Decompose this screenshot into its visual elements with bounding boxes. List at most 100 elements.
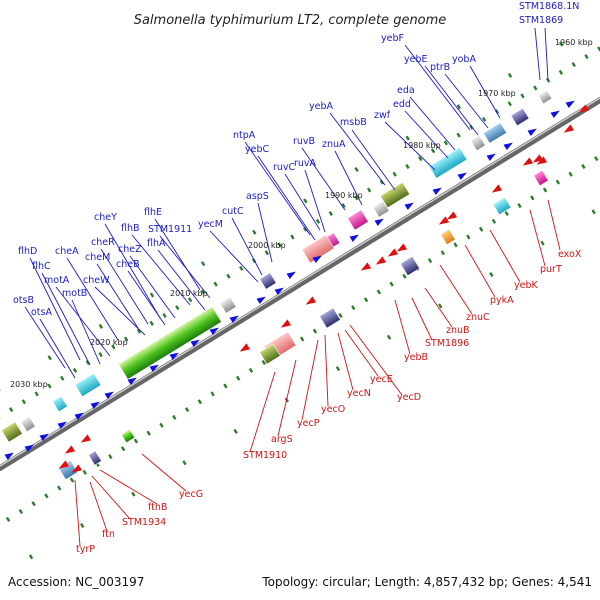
scale-tick bbox=[328, 211, 333, 217]
genome-backbone-highlight bbox=[0, 97, 600, 467]
label-leader-line bbox=[209, 230, 259, 283]
gene-label[interactable]: yecM bbox=[198, 219, 223, 230]
gene-label[interactable]: STM1910 bbox=[243, 450, 287, 461]
gene-label[interactable]: yebE bbox=[404, 54, 428, 65]
reverse-strand-arrow bbox=[64, 445, 76, 454]
forward-gene-block bbox=[510, 107, 530, 127]
gene-label[interactable]: otsA bbox=[31, 307, 52, 318]
label-leader-line bbox=[534, 27, 541, 81]
gene-label[interactable]: yebC bbox=[245, 144, 269, 155]
gene-label[interactable]: ruvB bbox=[293, 136, 315, 147]
scale-tick bbox=[386, 334, 392, 340]
forward-strand-arrow bbox=[4, 452, 14, 461]
gene-label[interactable]: yebF bbox=[381, 33, 404, 44]
gene-label[interactable]: cheB bbox=[116, 259, 140, 270]
gene-label[interactable]: cheW bbox=[83, 275, 110, 286]
gene-label[interactable]: ntpA bbox=[233, 130, 256, 141]
scale-tick bbox=[568, 171, 573, 177]
gene-label[interactable]: cheY bbox=[94, 212, 117, 223]
forward-gene-block bbox=[259, 272, 277, 290]
scale-tick bbox=[233, 428, 238, 434]
gene-label[interactable]: ftnB bbox=[148, 502, 167, 513]
gene-label[interactable]: flhC bbox=[32, 261, 51, 272]
gene-label[interactable]: msbB bbox=[340, 117, 367, 128]
gene-label[interactable]: aspS bbox=[246, 191, 269, 202]
gene-label[interactable]: znuA bbox=[322, 139, 346, 150]
gene-label[interactable]: cheR bbox=[91, 237, 115, 248]
gene-label[interactable]: zwf bbox=[374, 110, 391, 121]
scale-tick bbox=[594, 156, 599, 162]
gene-label[interactable]: STM1868.1N bbox=[519, 1, 579, 12]
forward-gene-block bbox=[482, 122, 508, 144]
gene-label[interactable]: exoX bbox=[558, 249, 582, 260]
gene-label[interactable]: ruvC bbox=[273, 162, 296, 173]
scale-tick bbox=[21, 399, 27, 405]
gene-label[interactable]: flhA bbox=[147, 238, 166, 249]
label-leader-line bbox=[141, 453, 187, 492]
scale-tick bbox=[507, 101, 512, 107]
gene-label[interactable]: argS bbox=[271, 434, 293, 445]
label-leader-line bbox=[301, 339, 319, 421]
gene-label[interactable]: flhD bbox=[18, 246, 37, 257]
label-leader-line bbox=[351, 129, 396, 191]
scale-tick bbox=[555, 179, 561, 185]
label-leader-line bbox=[344, 329, 379, 377]
scale-tick bbox=[159, 422, 164, 428]
forward-strand-arrow bbox=[209, 327, 219, 336]
gene-label[interactable]: cheA bbox=[55, 246, 79, 257]
gene-label[interactable]: yecN bbox=[347, 388, 371, 399]
gene-label[interactable]: STM1869 bbox=[519, 15, 563, 26]
genome-backbone bbox=[0, 97, 600, 471]
scale-tick bbox=[430, 148, 436, 154]
gene-label[interactable]: yecD bbox=[397, 392, 421, 403]
gene-label[interactable]: purT bbox=[540, 264, 562, 275]
scale-tick bbox=[351, 305, 356, 311]
reverse-strand-arrow bbox=[563, 124, 575, 133]
kbp-label: 1960 kbp bbox=[555, 38, 593, 47]
scale-tick bbox=[354, 167, 359, 173]
gene-label[interactable]: flhB bbox=[121, 223, 140, 234]
gene-label[interactable]: eda bbox=[397, 85, 415, 96]
gene-label[interactable]: yecG bbox=[179, 489, 203, 500]
gene-label[interactable]: STM1934 bbox=[122, 517, 166, 528]
forward-strand-arrow bbox=[286, 271, 296, 280]
scale-tick bbox=[456, 132, 461, 138]
kbp-label: 1980 kbp bbox=[403, 141, 441, 150]
scale-tick bbox=[239, 265, 244, 271]
gene-label[interactable]: yecO bbox=[321, 404, 345, 415]
scale-tick bbox=[584, 54, 589, 60]
label-leader-line bbox=[469, 65, 501, 119]
gene-label[interactable]: yobA bbox=[452, 54, 476, 65]
gene-label[interactable]: ruvA bbox=[294, 158, 317, 169]
gene-label[interactable]: STM1896 bbox=[425, 338, 469, 349]
gene-label[interactable]: cheZ bbox=[118, 244, 142, 255]
gene-label[interactable]: znuB bbox=[446, 325, 470, 336]
gene-label[interactable]: pykA bbox=[490, 295, 514, 306]
gene-label[interactable]: yebB bbox=[404, 352, 428, 363]
gene-label[interactable]: motB bbox=[62, 288, 87, 299]
gene-label[interactable]: yecE bbox=[370, 374, 393, 385]
gene-label[interactable]: otsB bbox=[13, 295, 34, 306]
gene-label[interactable]: znuC bbox=[466, 312, 490, 323]
scale-tick bbox=[402, 273, 407, 279]
reverse-gene-block bbox=[120, 428, 136, 444]
scale-tick bbox=[123, 336, 129, 342]
gene-label[interactable]: cheM bbox=[85, 252, 110, 263]
gene-label[interactable]: ftn bbox=[102, 529, 115, 540]
reverse-gene-block bbox=[259, 343, 281, 365]
gene-label[interactable]: motA bbox=[44, 275, 70, 286]
gene-label[interactable]: yebA bbox=[309, 101, 333, 112]
gene-label[interactable]: ptrB bbox=[430, 62, 450, 73]
scale-tick bbox=[44, 493, 49, 499]
gene-label[interactable]: tyrP bbox=[76, 544, 95, 555]
label-leader-line bbox=[324, 334, 329, 407]
gene-label[interactable]: STM1911 bbox=[148, 224, 192, 235]
gene-label[interactable]: yebK bbox=[514, 280, 538, 291]
gene-label[interactable]: flhE bbox=[144, 207, 162, 218]
gene-label[interactable]: cutC bbox=[222, 206, 244, 217]
label-leader-line bbox=[66, 257, 119, 341]
forward-strand-arrow bbox=[486, 153, 496, 162]
gene-label[interactable]: yecP bbox=[297, 418, 320, 429]
reverse-strand-arrow bbox=[375, 256, 387, 265]
gene-label[interactable]: edd bbox=[393, 99, 411, 110]
